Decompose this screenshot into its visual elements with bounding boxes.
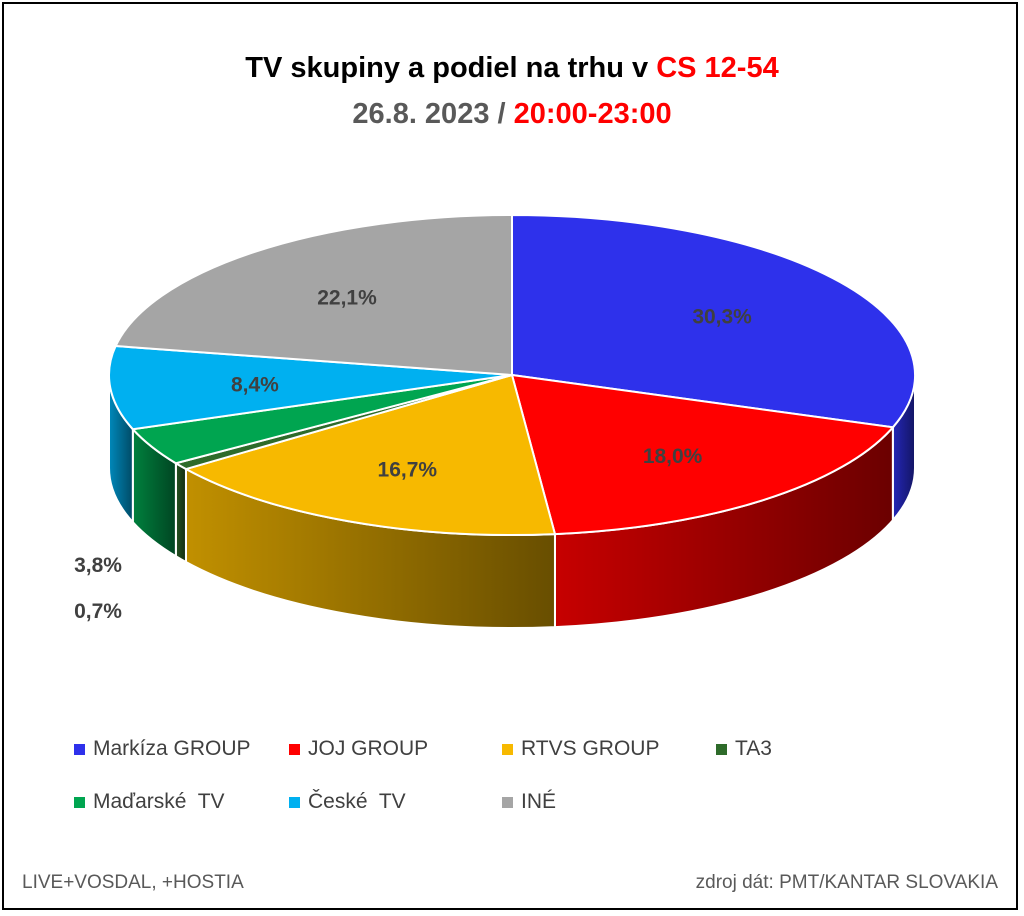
legend-item-rtvs: RTVS GROUP bbox=[502, 737, 659, 761]
legend-swatch bbox=[716, 743, 727, 755]
data-label-3: 0,7% bbox=[74, 600, 122, 623]
chart-title: TV skupiny a podiel na trhu v CS 12-54 bbox=[0, 52, 1024, 85]
data-label-4: 3,8% bbox=[74, 554, 122, 577]
chart-subtitle: 26.8. 2023 / 20:00-23:00 bbox=[0, 98, 1024, 131]
subtitle-date: 26.8. 2023 / bbox=[352, 98, 514, 130]
legend-item-markiza: Markíza GROUP bbox=[74, 737, 251, 761]
subtitle-time: 20:00-23:00 bbox=[513, 98, 672, 130]
legend-swatch bbox=[289, 743, 300, 755]
legend-item-madarske: Maďarské TV bbox=[74, 790, 225, 814]
title-text: TV skupiny a podiel na trhu v bbox=[245, 52, 657, 84]
legend-swatch bbox=[289, 796, 300, 808]
pie-sides bbox=[108, 374, 916, 629]
legend-label: Maďarské TV bbox=[93, 790, 225, 813]
pie-slice-2 bbox=[183, 373, 557, 536]
legend-swatch bbox=[502, 796, 513, 808]
legend-label: JOJ GROUP bbox=[308, 737, 429, 760]
legend-item-ta3: TA3 bbox=[716, 737, 772, 761]
pie-slices bbox=[108, 213, 916, 536]
data-label-0: 30,3% bbox=[692, 306, 752, 329]
pie-side-3 bbox=[174, 461, 187, 564]
pie-slice-1 bbox=[510, 373, 895, 536]
legend-item-ine: INÉ bbox=[502, 790, 556, 814]
data-label-5: 8,4% bbox=[231, 373, 279, 396]
legend-label: INÉ bbox=[521, 790, 557, 813]
footer-note: LIVE+VOSDAL, +HOSTIA bbox=[22, 872, 244, 893]
legend-item-joj: JOJ GROUP bbox=[289, 737, 428, 761]
legend-swatch bbox=[74, 796, 85, 808]
legend-swatch bbox=[502, 743, 513, 755]
pie-slice-5 bbox=[108, 344, 513, 431]
data-label-6: 22,1% bbox=[317, 286, 377, 309]
pie-slice-6 bbox=[114, 213, 513, 377]
legend-label: České TV bbox=[308, 790, 406, 813]
data-source: zdroj dát: PMT/KANTAR SLOVAKIA bbox=[695, 872, 998, 893]
data-label-2: 16,7% bbox=[378, 459, 438, 482]
title-highlight: CS 12-54 bbox=[656, 52, 779, 84]
legend-label: Markíza GROUP bbox=[93, 737, 251, 760]
legend-swatch bbox=[74, 743, 85, 755]
legend-item-ceske: České TV bbox=[289, 790, 406, 814]
legend-label: TA3 bbox=[735, 737, 772, 760]
pie-slice-0 bbox=[511, 213, 916, 429]
data-label-1: 18,0% bbox=[643, 445, 703, 468]
pie-data-labels: 30,3% 18,0% 16,7% 0,7% 3,8% 8,4% 22,1% bbox=[74, 286, 752, 623]
legend-label: RTVS GROUP bbox=[521, 737, 660, 760]
